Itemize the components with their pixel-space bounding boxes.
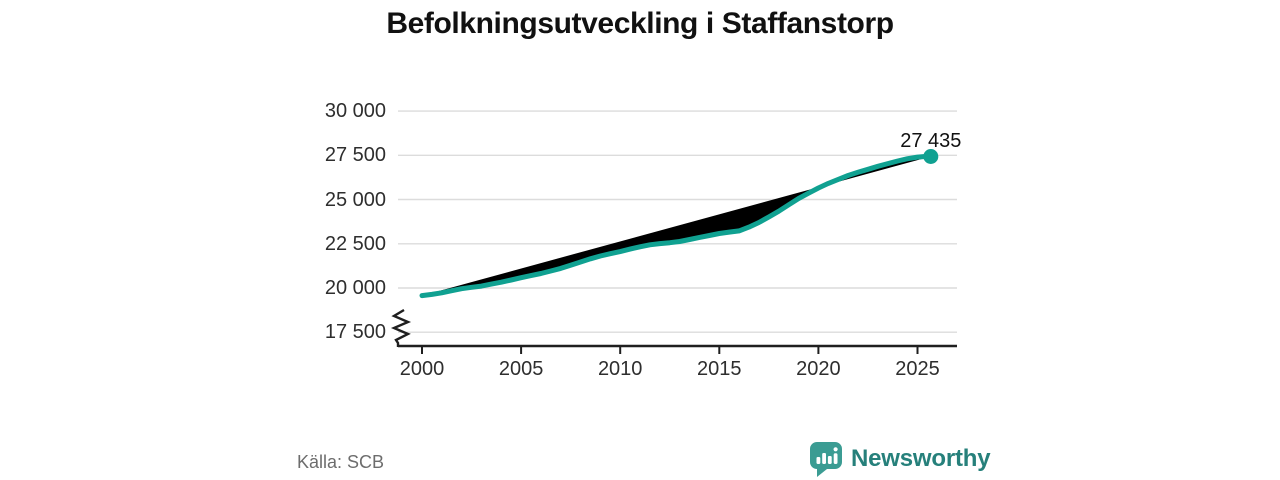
x-axis-tick-label: 2010 — [597, 358, 643, 380]
y-axis-tick-label: 27 500 — [324, 144, 386, 167]
chart-title: Befolkningsutveckling i Staffanstorp — [386, 7, 894, 40]
x-axis-tick-label: 2000 — [399, 358, 445, 380]
y-axis-tick-label: 22 500 — [324, 232, 386, 255]
x-axis-tick-label: 2025 — [895, 358, 940, 380]
end-value-label: 27 435 — [900, 129, 962, 152]
newsworthy-logo: Newsworthy — [809, 441, 991, 477]
y-axis-break-icon — [390, 308, 412, 347]
newsworthy-speech-bubble-chart-icon — [810, 442, 842, 477]
x-axis-tick-label: 2015 — [697, 358, 742, 380]
y-axis-tick-label: 25 000 — [324, 188, 386, 211]
population-line-series — [419, 154, 934, 299]
x-axis-tick-label: 2020 — [796, 358, 841, 380]
latest-value-dot — [923, 149, 939, 164]
newsworthy-wordmark: Newsworthy — [851, 445, 991, 472]
x-axis-ticks — [421, 346, 919, 354]
y-axis-tick-label: 20 000 — [324, 277, 386, 299]
y-axis-tick-label: 17 500 — [324, 321, 386, 344]
source-attribution: Källa: SCB — [297, 452, 385, 472]
y-axis-tick-label: 30 000 — [324, 100, 386, 123]
x-axis-tick-label: 2005 — [498, 358, 544, 380]
gridlines — [398, 110, 957, 333]
